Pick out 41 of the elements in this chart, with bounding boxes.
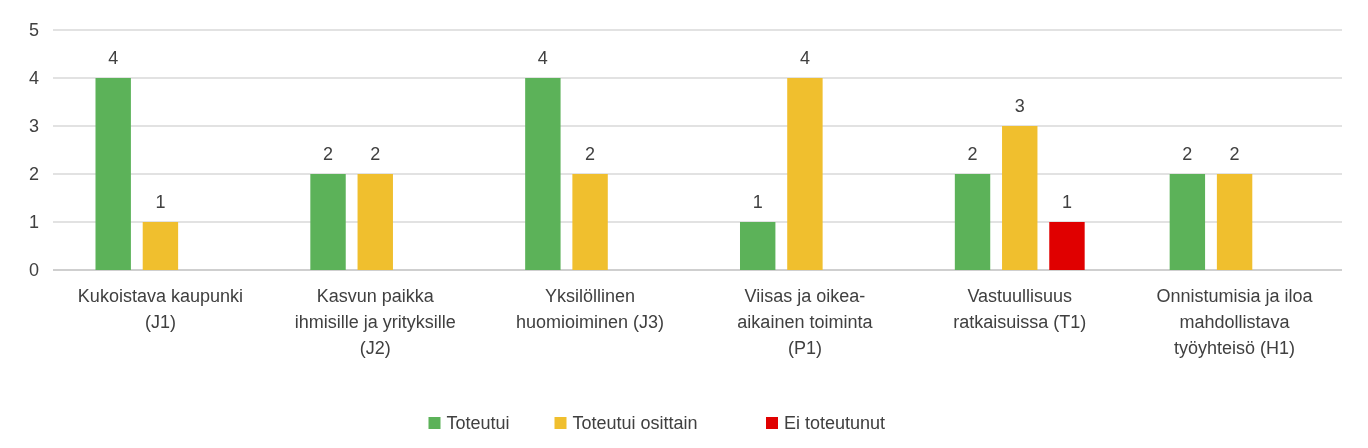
- bar: [1216, 174, 1253, 270]
- bar: [740, 222, 776, 270]
- y-tick-label: 3: [28, 116, 39, 137]
- data-label: 4: [537, 48, 548, 68]
- x-tick-label: Vastuullisuus ratkaisuissa (T1): [953, 286, 1087, 332]
- x-tick-label: Kukoistava kaupunki (J1): [77, 286, 243, 332]
- bar: [1002, 126, 1038, 270]
- legend-label: Toteutui: [446, 413, 510, 434]
- bar: [787, 78, 823, 270]
- data-label: 2: [323, 144, 334, 164]
- x-tick-label: Kasvun paikka ihmisille ja yrityksille (J2): [294, 286, 456, 358]
- data-label: 2: [585, 144, 596, 164]
- data-label: 2: [1229, 144, 1240, 164]
- bar: [572, 174, 608, 270]
- legend-label: Ei toteutunut: [784, 413, 886, 434]
- bar: [357, 174, 393, 270]
- bar: [1049, 222, 1085, 270]
- bar: [142, 222, 179, 270]
- data-label: 4: [108, 48, 119, 68]
- bar: [310, 174, 346, 270]
- data-label: 1: [155, 192, 166, 212]
- bar: [525, 78, 561, 270]
- x-tick-label: Viisas ja oikea- aikainen toiminta (P1): [737, 286, 874, 358]
- data-label: 2: [967, 144, 978, 164]
- y-tick-label: 5: [28, 20, 39, 41]
- bar: [954, 174, 991, 270]
- bar: [1169, 174, 1206, 270]
- legend-label: Toteutui osittain: [572, 413, 698, 434]
- data-label: 1: [752, 192, 763, 212]
- data-label: 3: [1014, 96, 1025, 116]
- data-label: 4: [799, 48, 810, 68]
- data-label: 1: [1061, 192, 1072, 212]
- y-tick-label: 0: [28, 260, 39, 281]
- y-tick-label: 2: [28, 164, 39, 185]
- bar: [95, 78, 131, 270]
- data-label: 2: [370, 144, 381, 164]
- x-tick-label: Yksilöllinen huomioiminen (J3): [516, 286, 665, 332]
- y-tick-label: 1: [28, 212, 39, 233]
- y-tick-label: 4: [28, 68, 39, 89]
- data-label: 2: [1182, 144, 1193, 164]
- x-tick-label: Onnistumisia ja iloa mahdollistava työyhteisö (H1): [1156, 286, 1314, 358]
